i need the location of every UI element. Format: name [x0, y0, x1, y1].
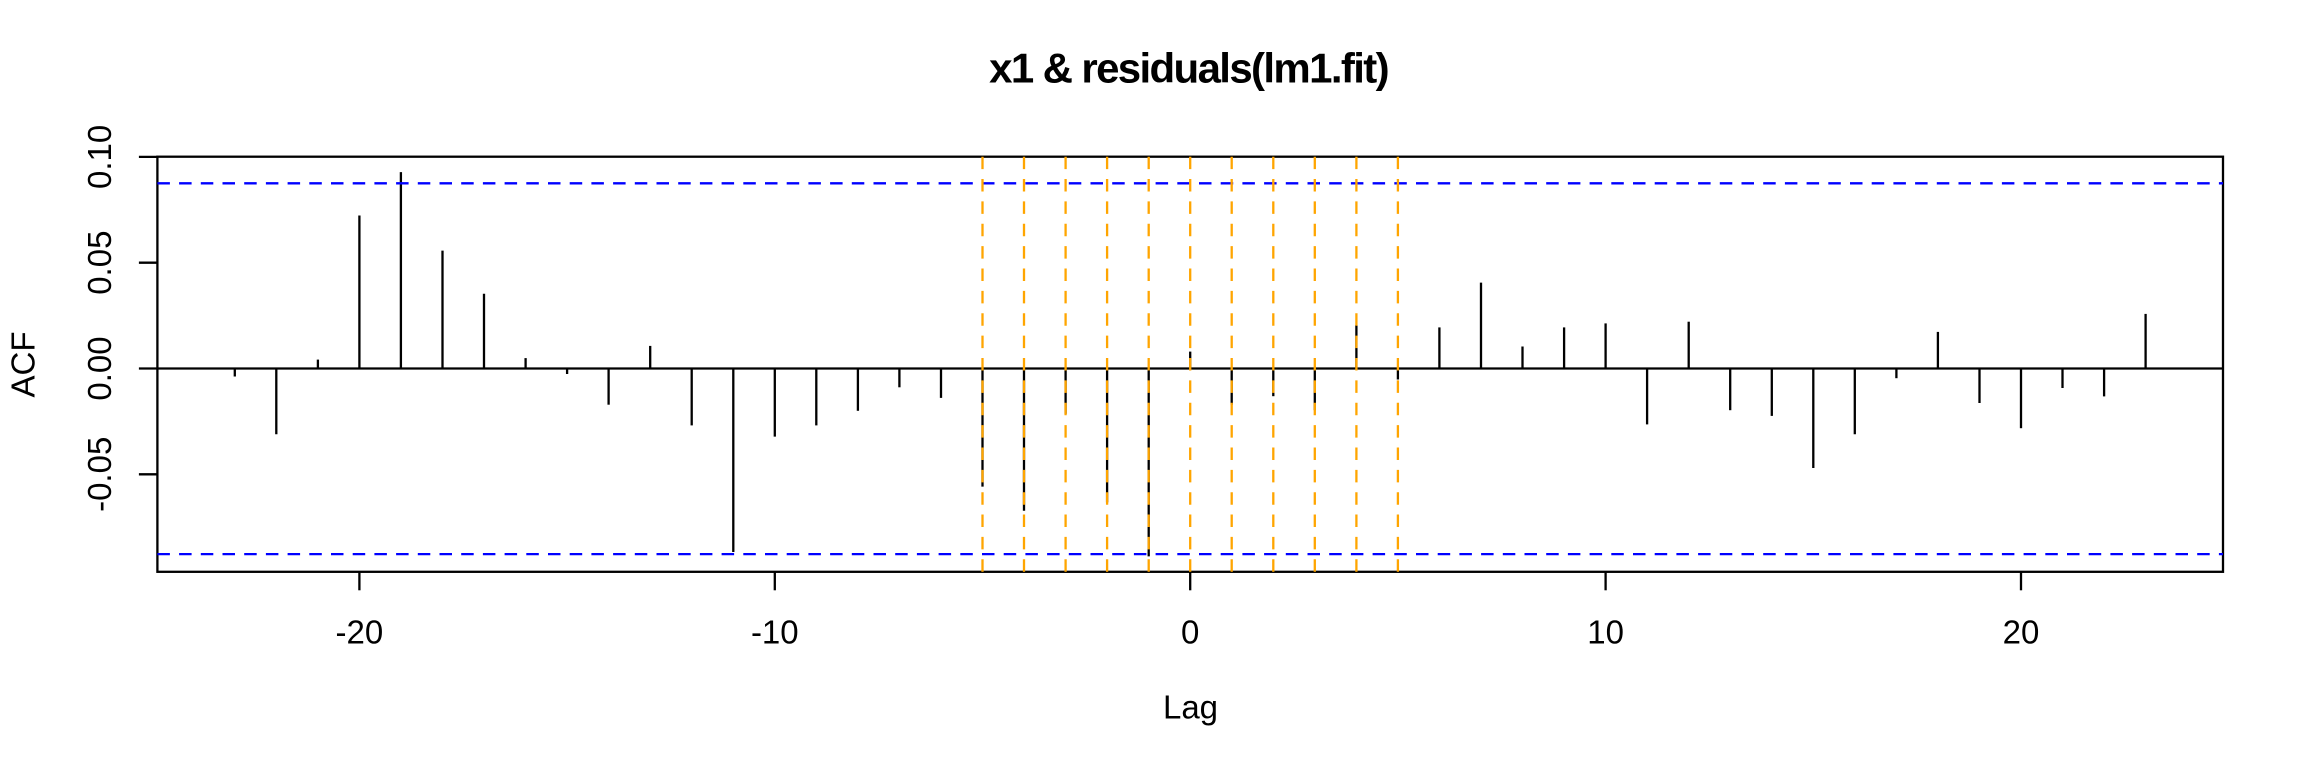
svg-text:ACF: ACF — [5, 332, 42, 398]
svg-text:0.00: 0.00 — [81, 336, 118, 400]
svg-text:10: 10 — [1587, 614, 1624, 651]
svg-text:20: 20 — [2003, 614, 2040, 651]
svg-text:0: 0 — [1181, 614, 1199, 651]
svg-text:x1 & residuals(lm1.fit): x1 & residuals(lm1.fit) — [989, 45, 1390, 92]
svg-text:-0.05: -0.05 — [81, 437, 118, 512]
svg-text:Lag: Lag — [1163, 689, 1218, 726]
svg-text:0.10: 0.10 — [81, 125, 118, 189]
svg-text:0.05: 0.05 — [81, 231, 118, 295]
svg-text:-10: -10 — [751, 614, 799, 651]
svg-text:-20: -20 — [336, 614, 384, 651]
